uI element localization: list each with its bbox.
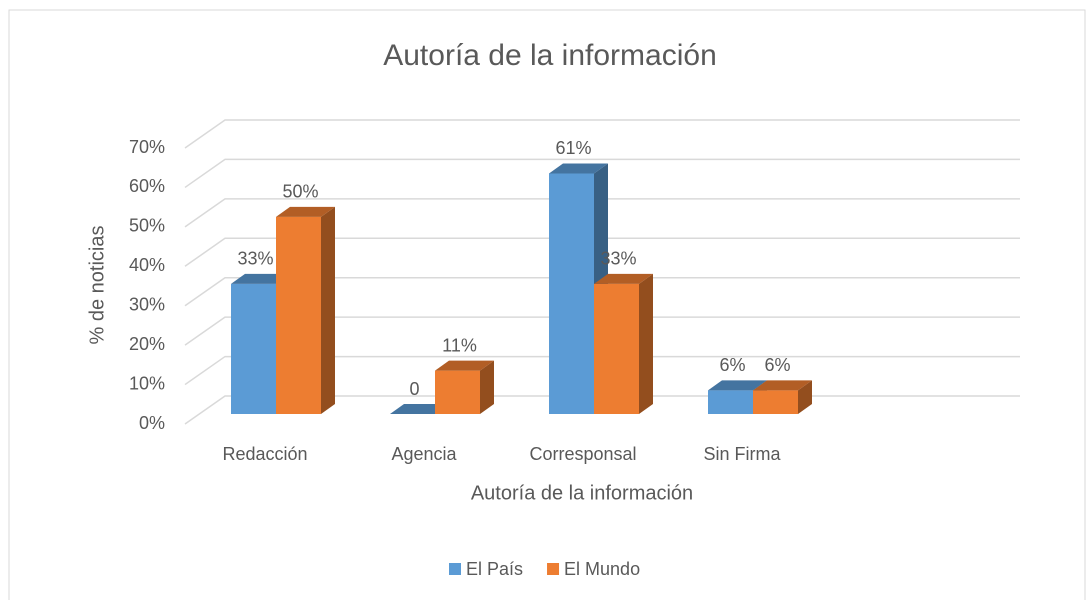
y-tick-label: 60%	[129, 176, 165, 196]
bar-top	[594, 273, 653, 284]
grid-line	[184, 276, 1020, 307]
bar-top	[753, 380, 812, 391]
data-label: 33%	[600, 249, 636, 269]
bar-top	[231, 273, 290, 284]
data-label: 61%	[555, 138, 591, 158]
bar-front	[753, 390, 798, 414]
x-tick-label: Sin Firma	[703, 444, 781, 464]
y-tick-label: 40%	[129, 255, 165, 275]
grid-line	[184, 158, 1020, 189]
x-tick-label: Redacción	[222, 444, 307, 464]
bar	[435, 360, 494, 414]
bar-top	[708, 380, 767, 391]
grid-line	[184, 237, 1020, 267]
y-tick-label: 30%	[129, 294, 165, 314]
grid-line	[184, 355, 1020, 386]
x-tick-label: Corresponsal	[529, 444, 636, 464]
y-tick-label: 0%	[139, 413, 165, 433]
grid-line	[184, 316, 1020, 346]
bar	[390, 404, 449, 414]
legend-label: El País	[466, 559, 523, 579]
bar-front	[231, 283, 276, 414]
y-tick-label: 70%	[129, 137, 165, 157]
grid-line	[184, 198, 1020, 228]
bar	[276, 206, 335, 414]
bar-front	[594, 283, 639, 414]
legend-swatch	[449, 563, 461, 575]
bar-top	[276, 206, 335, 217]
data-label: 50%	[282, 182, 318, 202]
bar-front	[276, 216, 321, 414]
bar-side	[798, 380, 812, 414]
bar	[753, 380, 812, 414]
grid-line	[184, 119, 1020, 149]
data-label: 6%	[764, 355, 790, 375]
bar-top	[435, 360, 494, 371]
data-label: 6%	[719, 355, 745, 375]
y-axis-title: % de noticias	[86, 226, 108, 345]
chart-frame	[8, 9, 1086, 600]
chart-title: Autoría de la información	[383, 39, 717, 72]
bar-side	[480, 360, 494, 414]
bar-front	[708, 390, 753, 414]
y-tick-label: 50%	[129, 216, 165, 236]
legend-label: El Mundo	[564, 559, 640, 579]
bar-top	[549, 163, 608, 174]
bar	[594, 273, 653, 414]
x-axis-title: Autoría de la información	[471, 482, 693, 504]
bar	[549, 163, 608, 414]
y-tick-label: 20%	[129, 334, 165, 354]
data-label: 0	[409, 379, 419, 399]
bar-top	[390, 404, 449, 414]
data-label: 11%	[442, 335, 477, 355]
x-tick-label: Agencia	[391, 444, 457, 464]
y-tick-label: 10%	[129, 373, 165, 393]
legend-swatch	[547, 563, 560, 575]
bar-side	[321, 206, 335, 414]
bar-front	[549, 173, 594, 414]
bar-side	[639, 273, 653, 414]
data-label: 33%	[237, 249, 273, 269]
bar-front	[435, 370, 480, 414]
